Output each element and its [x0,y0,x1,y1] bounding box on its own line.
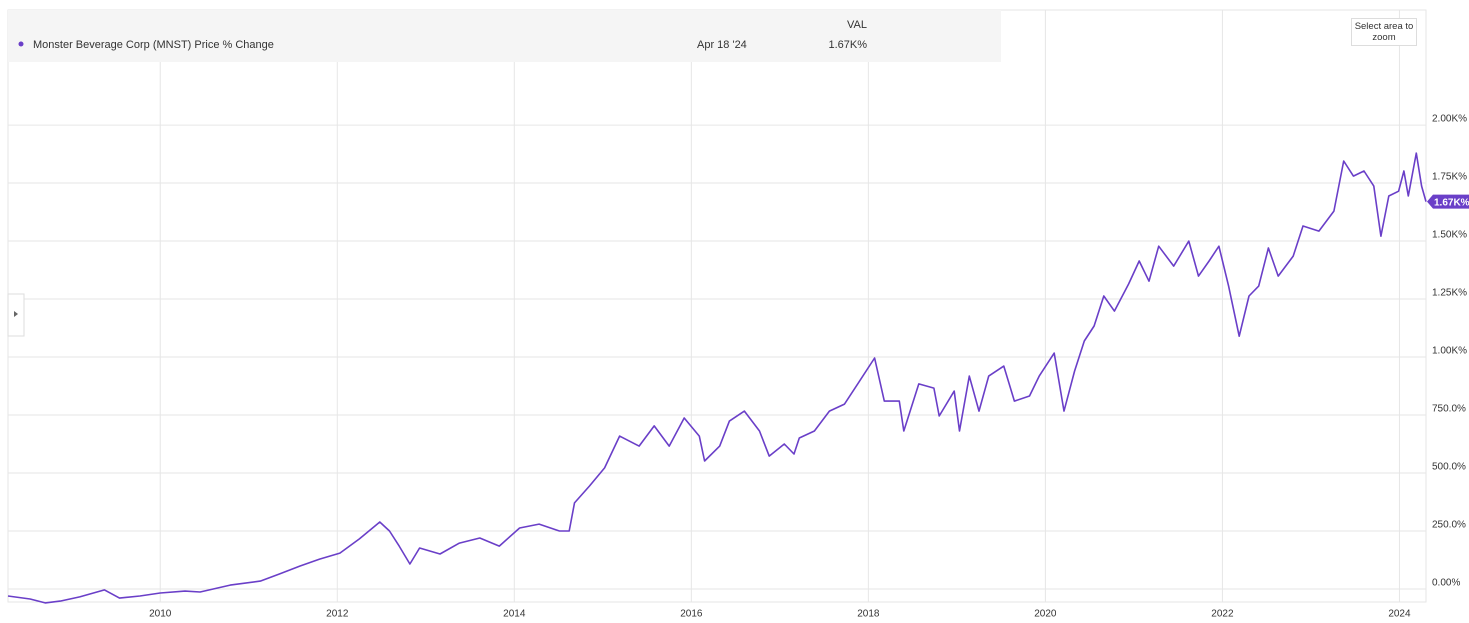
legend-box [8,10,1001,62]
legend-dot [18,41,24,47]
tooltip-value: 1.67K% [828,39,867,51]
x-tick-label: 2018 [857,609,880,620]
x-tick-label: 2022 [1211,609,1234,620]
y-tick-label: 1.25K% [1432,288,1467,299]
y-tick-label: 500.0% [1432,462,1466,473]
side-toggle-arrow [14,311,18,317]
plot-border [7,9,1427,603]
zoom-button[interactable]: Select area to zoom [1351,18,1417,46]
tooltip-header: VAL [847,19,867,31]
y-tick-label: 250.0% [1432,520,1466,531]
y-tick-label: 1.00K% [1432,346,1467,357]
y-tick-label: 1.75K% [1432,172,1467,183]
y-tick-label: 2.00K% [1432,114,1467,125]
x-tick-label: 2012 [326,609,349,620]
last-value-label: 1.67K% [1434,197,1469,208]
y-tick-label: 750.0% [1432,404,1466,415]
x-tick-label: 2024 [1388,609,1411,620]
x-tick-label: 2010 [149,609,172,620]
last-value-badge [1427,194,1469,209]
x-tick-label: 2014 [503,609,526,620]
y-tick-label: 1.50K% [1432,230,1467,241]
tooltip-date: Apr 18 '24 [697,39,747,51]
price-line [7,152,1427,604]
x-tick-label: 2020 [1034,609,1057,620]
legend-label: Monster Beverage Corp (MNST) Price % Cha… [33,39,274,51]
y-tick-label: 0.00% [1432,578,1460,589]
grid [8,10,1426,602]
x-tick-label: 2016 [680,609,703,620]
